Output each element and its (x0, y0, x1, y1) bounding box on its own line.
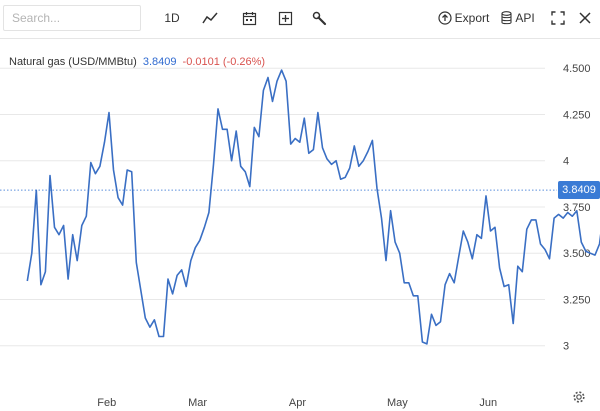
chart-toolbar: 1D (0, 0, 600, 39)
legend-series-name: Natural gas (USD/MMBtu) (9, 56, 137, 68)
add-indicator-button[interactable] (274, 6, 296, 30)
y-tick-label: 4.250 (563, 109, 591, 121)
chart-area: 3 3.250 3.500 3.750 4 4.250 4.500 Feb Mar Apr May J… (0, 39, 600, 411)
database-icon (501, 11, 512, 25)
close-button[interactable] (576, 6, 594, 30)
settings-button[interactable] (570, 388, 588, 406)
export-label: Export (454, 11, 490, 25)
search-input[interactable] (3, 5, 141, 31)
line-chart-icon (202, 11, 218, 25)
y-tick-label: 3.500 (563, 248, 591, 260)
y-tick-label: 3 (563, 341, 569, 353)
api-button[interactable]: API (500, 6, 536, 30)
plus-square-icon (278, 11, 293, 26)
y-tick-label: 4 (563, 156, 569, 168)
legend-change: -0.0101 (-0.26%) (182, 56, 266, 68)
y-tick-label: 4.500 (563, 63, 591, 75)
api-label: API (515, 11, 535, 25)
legend-last-value: 3.8409 (142, 56, 177, 68)
wrench-icon (312, 11, 327, 26)
range-label: 1D (164, 11, 180, 25)
x-tick-label: Feb (97, 397, 116, 409)
chart-legend: Natural gas (USD/MMBtu) 3.8409 -0.0101 (… (9, 56, 265, 68)
tools-button[interactable] (308, 6, 330, 30)
y-tick-label: 3.250 (563, 294, 591, 306)
price-chart: 3 3.250 3.500 3.750 4 4.250 4.500 Feb Mar Apr May J… (0, 63, 600, 409)
calendar-icon (242, 11, 257, 26)
x-tick-label: May (387, 397, 408, 409)
gear-icon (572, 390, 586, 404)
calendar-button[interactable] (238, 6, 260, 30)
series-line (26, 69, 600, 345)
upload-icon (438, 11, 452, 25)
y-tick-label: 3.750 (563, 202, 591, 214)
expand-icon (551, 11, 565, 25)
fullscreen-button[interactable] (549, 6, 567, 30)
close-icon (579, 12, 591, 24)
last-price-tag: 3.8409 (558, 181, 600, 200)
x-tick-label: Jun (479, 397, 497, 409)
x-tick-label: Mar (188, 397, 207, 409)
x-tick-label: Apr (289, 397, 306, 409)
export-button[interactable]: Export (436, 6, 491, 30)
range-1d-button[interactable]: 1D (161, 6, 183, 30)
chart-type-button[interactable] (199, 6, 221, 30)
